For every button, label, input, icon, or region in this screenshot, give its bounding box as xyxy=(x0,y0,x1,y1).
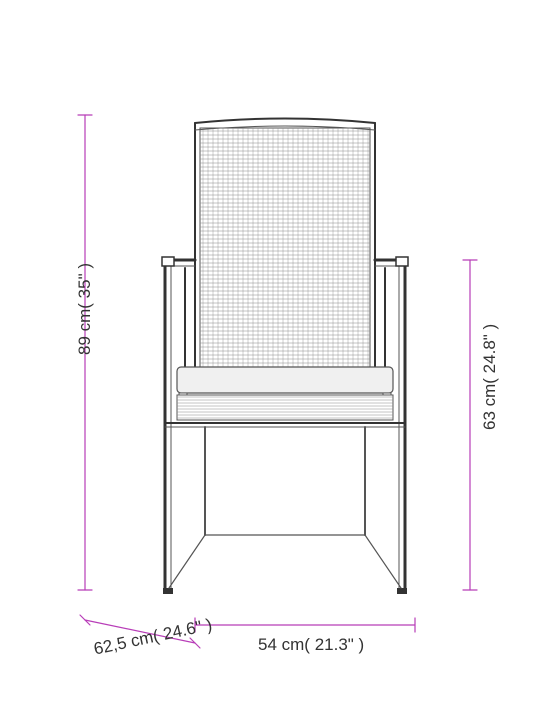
chair-drawing xyxy=(162,119,408,595)
label-height-arm: 63 cm( 24.8" ) xyxy=(480,324,500,430)
label-height-total-cm: 89 cm xyxy=(75,309,94,355)
label-width-cm: 54 cm xyxy=(258,635,304,654)
label-height-total-in: 35 xyxy=(75,279,94,298)
dimension-diagram: 89 cm( 35" ) 63 cm( 24.8" ) 62,5 cm( 24.… xyxy=(0,0,540,720)
diagram-svg xyxy=(0,0,540,720)
label-width: 54 cm( 21.3" ) xyxy=(258,635,364,655)
label-height-total: 89 cm( 35" ) xyxy=(75,263,95,355)
backrest xyxy=(195,119,375,376)
rear-legs xyxy=(169,427,401,588)
label-height-arm-in: 24.8 xyxy=(480,340,499,373)
label-width-in: 21.3 xyxy=(315,635,348,654)
seat-skirt xyxy=(177,395,393,420)
label-height-arm-cm: 63 cm xyxy=(480,384,499,430)
